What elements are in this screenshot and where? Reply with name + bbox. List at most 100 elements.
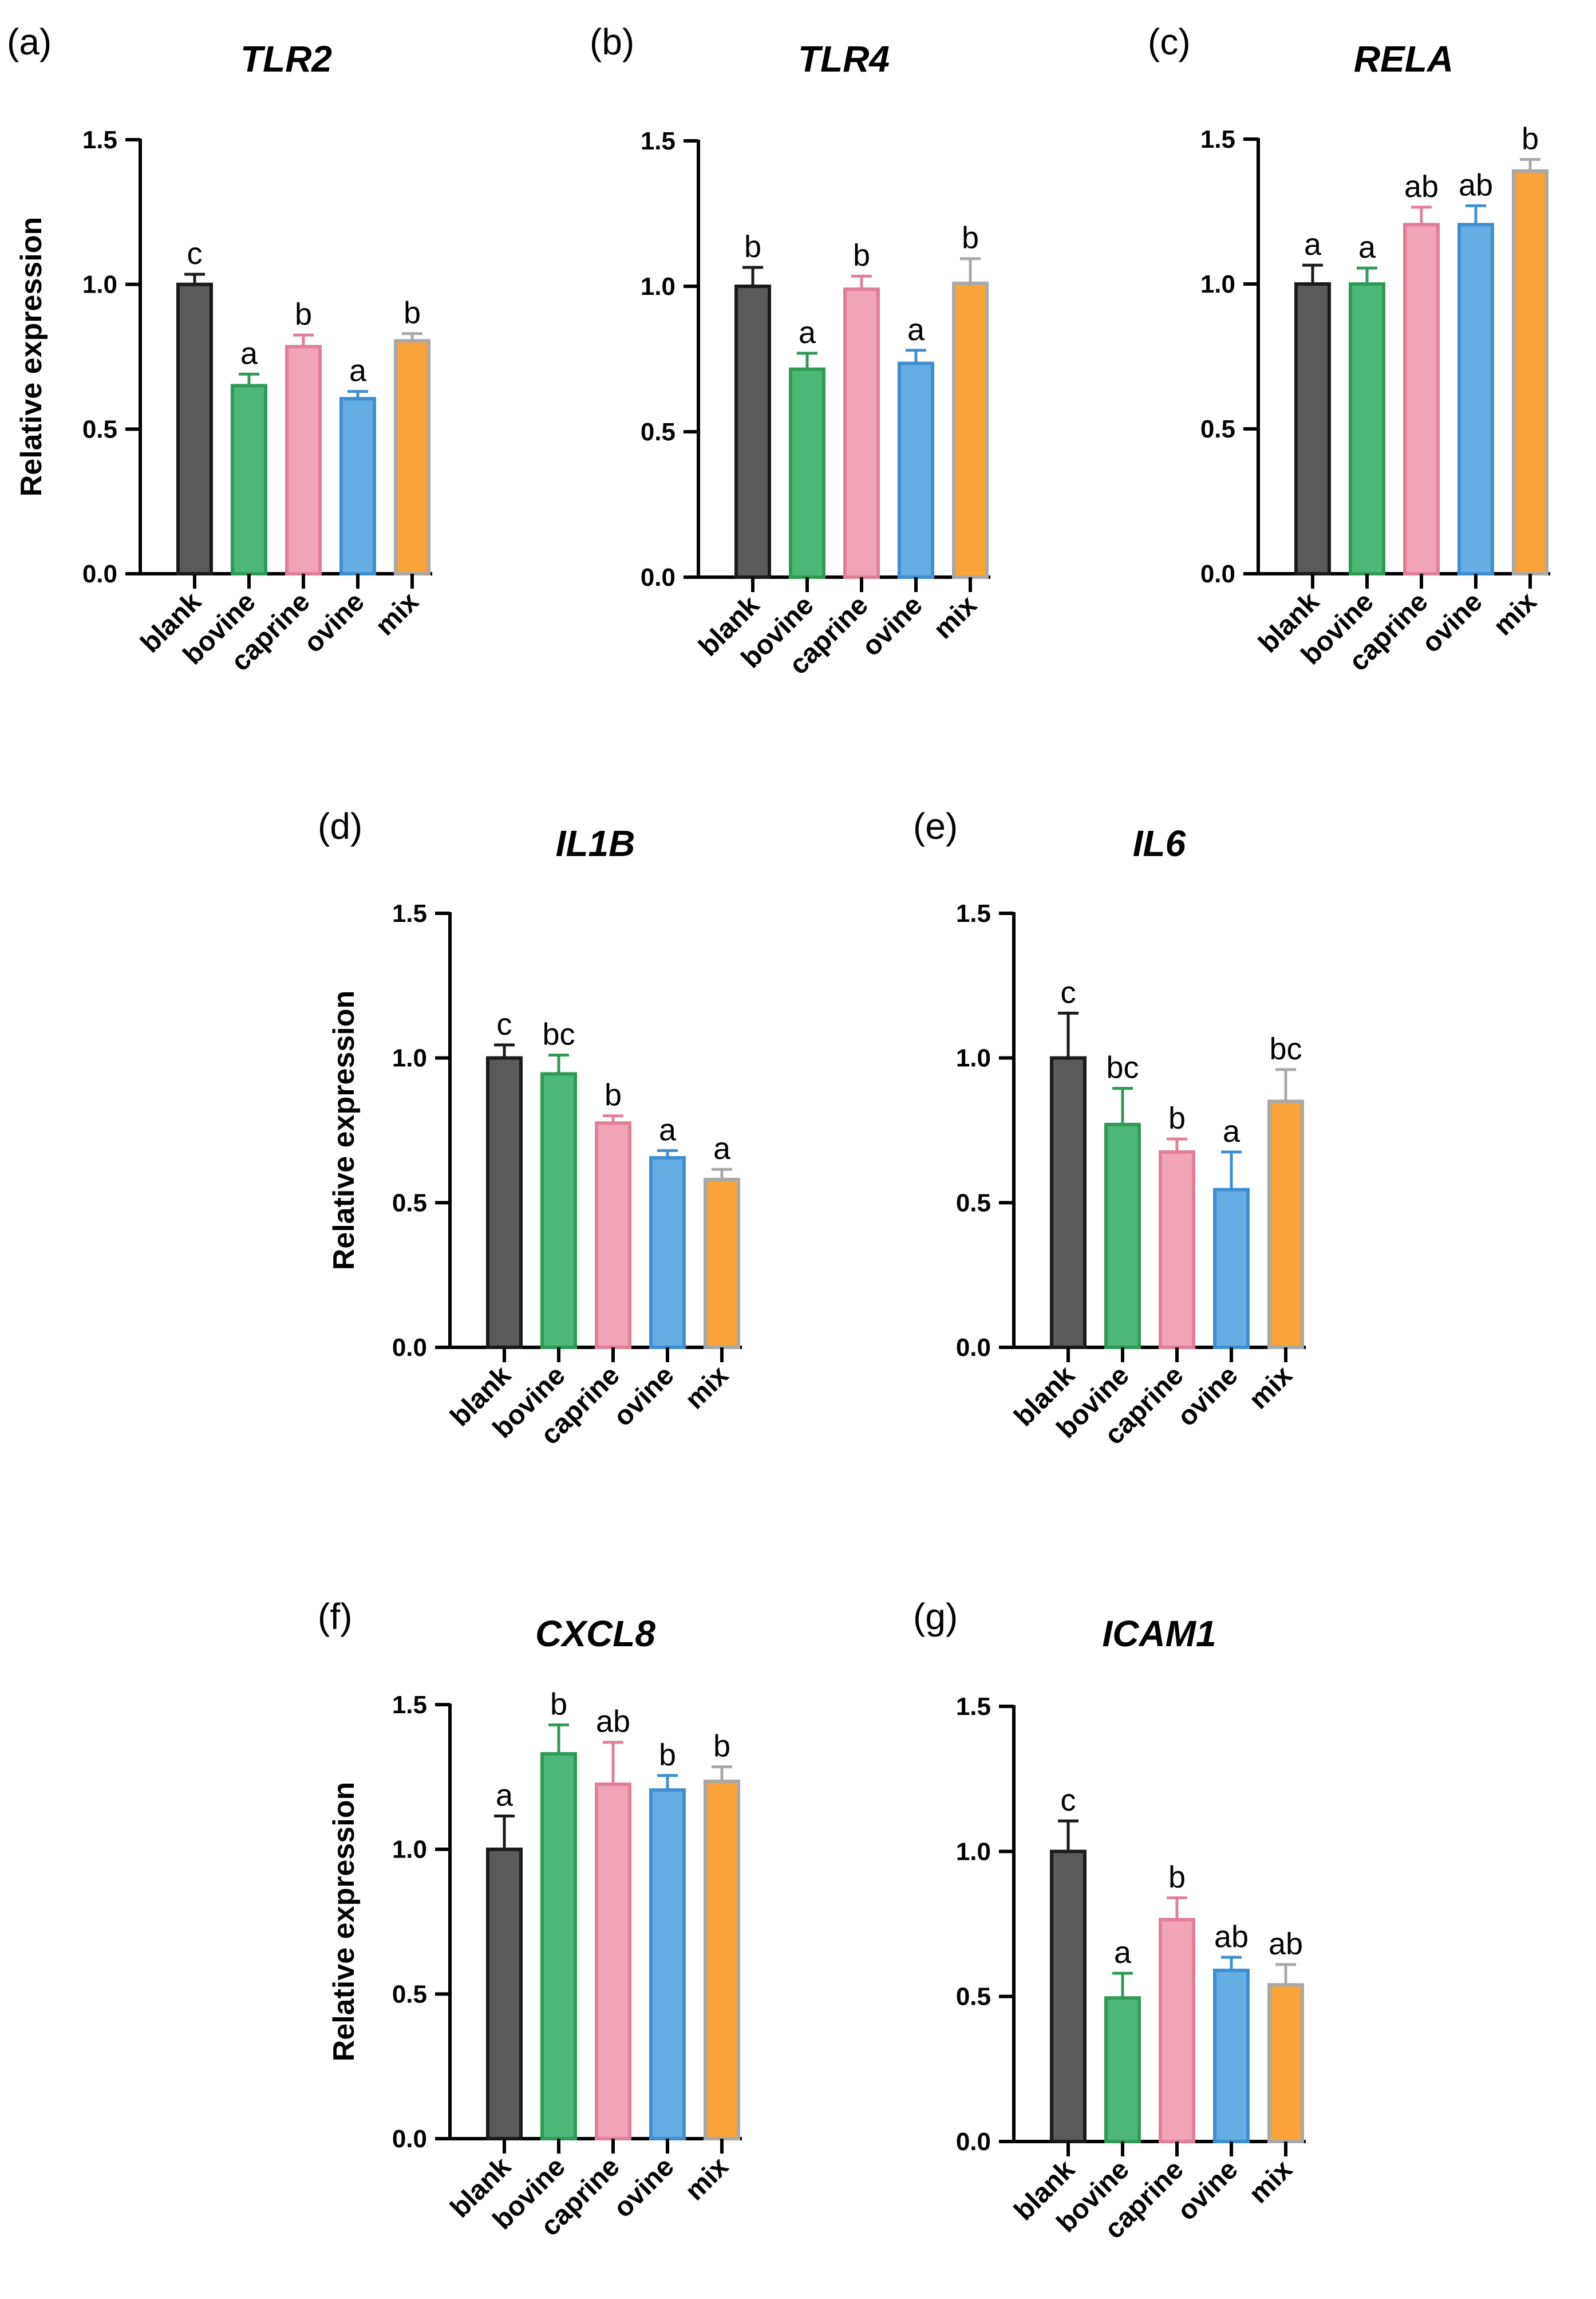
chart-panel: (c) RELA0.00.51.01.5ablankabovineabcaprin… [1148,21,1550,677]
significance-label: ab [596,1705,630,1739]
y-tick-label: 1.5 [956,1693,991,1721]
y-tick-label: 1.0 [641,273,675,301]
bar-blank [1050,1850,1087,2143]
significance-label: a [349,354,367,388]
significance-label: ab [1459,168,1493,202]
significance-label: c [1061,1783,1076,1817]
bar-mix [1267,1099,1304,1349]
chart-panel: (g) ICAM10.00.51.01.5cblankabovinebcaprin… [913,1596,1306,2245]
bar-caprine [843,287,880,579]
bar-ovine [898,361,934,579]
y-tick-label: 0.0 [956,2128,991,2156]
significance-label: a [659,1113,677,1147]
x-tick-label: ovine [1172,2154,1244,2226]
chart-panel: (d) IL1B 0.0 0.5 1.0 1.5 Relative expression cb… [318,806,742,1451]
bar-caprine [595,1782,631,2140]
chart-panel: (f) CXCL8 0.0 0.5 1.0 1.5 Relative expression a… [318,1596,742,2242]
y-tick-label: 1.0 [392,1044,427,1072]
x-tick-label: ovine [1416,586,1488,658]
significance-label: bc [542,1018,575,1052]
y-axis-title: Relative expression [327,991,361,1270]
y-tick-label: 0.5 [956,1983,991,2011]
bar-bovine [540,1752,577,2141]
significance-label: b [744,230,761,264]
y-tick-label: 0.5 [392,1189,427,1217]
y-tick-label: 0.5 [392,1980,427,2008]
bar-caprine [1403,223,1440,575]
bar-caprine [595,1121,631,1350]
significance-label: b [1168,1860,1186,1894]
significance-label: b [1168,1101,1186,1135]
bar-bovine [1104,1122,1141,1349]
bar-ovine [649,1156,686,1350]
chart-title: TLR4 [798,38,890,80]
bar-bovine [789,367,825,579]
bar-blank [734,285,771,579]
bar-bovine [1104,1996,1141,2143]
panel-label: (e) [913,806,958,847]
significance-label: c [497,1007,512,1042]
y-tick-label: 0.0 [641,563,675,591]
bar-ovine [1457,223,1494,575]
bar-blank [1294,282,1331,575]
bar-caprine [285,345,322,576]
bar-blank [176,282,213,575]
significance-label: c [1061,975,1076,1009]
x-tick-label: mix [680,2151,734,2206]
y-tick-label: 1.0 [1200,270,1235,298]
y-axis-title: Relative expression [15,217,48,496]
chart-panel: (b) TLR40.00.51.01.5bblankabovinebcaprine… [590,21,990,681]
y-tick-label: 0.0 [956,1334,991,1362]
bar-ovine [339,397,376,575]
y-tick-label: 1.0 [82,271,117,299]
panel-label: (a) [7,21,52,62]
panel-label: (g) [913,1596,958,1637]
y-tick-label: 1.5 [392,900,427,928]
significance-label: a [1304,227,1322,262]
y-tick-label: 0.0 [1200,560,1235,588]
significance-label: a [907,313,925,347]
bar-bovine [540,1072,577,1349]
y-tick-label: 1.5 [82,126,117,154]
y-tick-label: 0.0 [392,1334,427,1362]
y-tick-label: 1.5 [641,127,675,155]
chart-title: IL1B [556,823,635,864]
significance-label: a [1358,230,1376,265]
significance-label: b [659,1738,676,1772]
chart-panel: (e) IL60.00.51.01.5cblankbcbovinebcaprine… [913,806,1306,1451]
significance-label: a [713,1131,731,1166]
chart-panel: (a) TLR2 0.0 0.5 1.0 1.5 Relative expression c b… [7,21,432,677]
y-tick-label: 0.0 [82,560,117,588]
x-tick-label: mix [928,590,983,645]
y-axis-title: Relative expression [327,1782,361,2061]
chart-title: TLR2 [240,38,332,80]
significance-label: c [187,236,203,271]
significance-label: b [295,297,312,332]
x-tick-label: mix [1488,586,1543,641]
chart-title: CXCL8 [535,1613,655,1654]
bar-blank [1050,1056,1087,1349]
significance-label: b [962,221,979,255]
chart-title: ICAM1 [1102,1613,1216,1654]
significance-label: ab [1269,1927,1303,1961]
bar-ovine [649,1788,686,2140]
significance-label: b [550,1687,567,1721]
y-tick-label: 1.0 [956,1044,991,1072]
bar-caprine [1159,1150,1195,1350]
bar-mix [704,1177,740,1350]
panel-label: (b) [590,21,634,62]
x-tick-label: ovine [856,590,929,662]
bar-mix [952,281,989,579]
y-tick-label: 0.5 [1200,415,1235,443]
significance-label: ab [1404,169,1439,204]
bar-mix [394,339,430,575]
bar-blank [486,1847,523,2141]
panel-label: (f) [318,1596,352,1637]
y-tick-label: 1.5 [1200,125,1235,153]
y-tick-label: 0.0 [392,2125,427,2153]
significance-label: a [496,1779,513,1813]
panel-label: (d) [318,806,362,847]
significance-label: bc [1269,1032,1302,1066]
y-tick-label: 0.5 [956,1189,991,1217]
